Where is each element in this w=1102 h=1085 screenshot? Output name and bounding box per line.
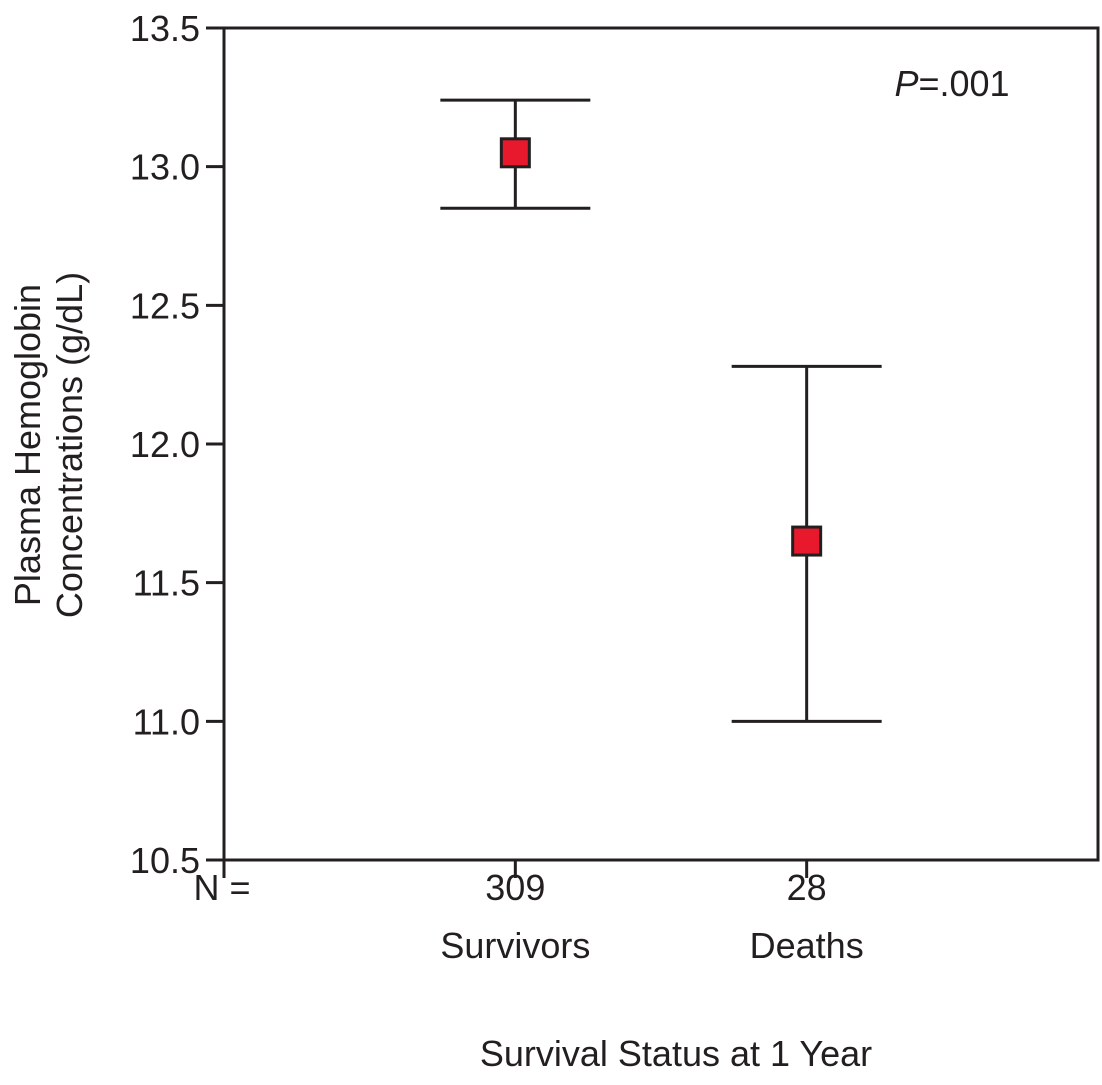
y-axis-label-line1: Plasma Hemoglobin (7, 284, 48, 606)
error-bar-deaths (731, 364, 882, 723)
p-italic: P (894, 63, 918, 104)
y-tick-label: 12.5 (130, 285, 200, 326)
n-label: N = (193, 867, 250, 908)
n-count-label: 28 (787, 867, 827, 908)
n-count-label: 309 (485, 867, 545, 908)
plot-frame (222, 26, 1100, 862)
y-tick-label: 11.5 (133, 563, 200, 604)
y-tick-label: 12.0 (130, 424, 200, 465)
category-label: Deaths (750, 925, 864, 966)
p-value-annotation: P=.001 (894, 63, 1009, 104)
y-tick-label: 13.5 (130, 8, 200, 49)
mean-marker (791, 525, 823, 557)
y-axis-label-line2: Concentrations (g/dL) (49, 272, 90, 618)
y-tick-label: 11.0 (133, 701, 200, 742)
mean-marker (499, 137, 531, 169)
p-value: =.001 (918, 63, 1009, 104)
category-label: Survivors (440, 925, 590, 966)
x-axis-label: Survival Status at 1 Year (480, 1033, 872, 1074)
y-tick-label: 10.5 (130, 840, 200, 881)
y-tick-label: 13.0 (130, 147, 200, 188)
error-bar-survivors (440, 98, 591, 210)
